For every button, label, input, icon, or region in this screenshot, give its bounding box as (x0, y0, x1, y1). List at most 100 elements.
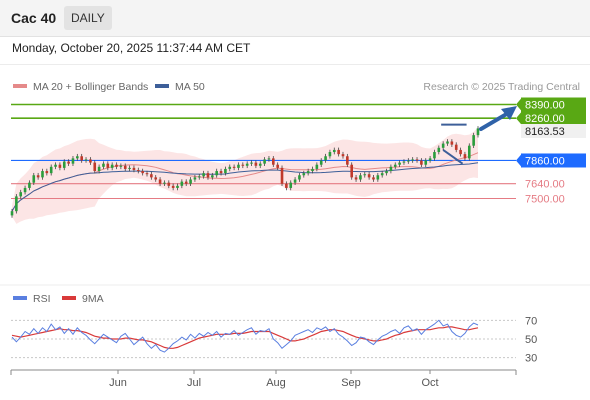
rsi9-legend-label: 9MA (82, 293, 104, 305)
candle-body-43 (197, 176, 201, 178)
ma20-legend-label: MA 20 + Bollinger Bands (33, 81, 148, 93)
candle-body-48 (219, 171, 223, 174)
candle-body-8 (45, 171, 49, 174)
level-tag-pointer-0 (516, 97, 522, 112)
candle-body-61 (276, 164, 279, 168)
candle-body-89 (398, 162, 401, 165)
candle-body-92 (411, 159, 414, 161)
candle-body-1 (15, 196, 18, 212)
candle-body-26 (123, 165, 127, 169)
candle-body-52 (237, 164, 240, 168)
candle-body-37 (171, 185, 175, 188)
instrument-title: Cac 40 (11, 10, 57, 26)
candle-body-46 (211, 175, 214, 178)
candle-body-90 (402, 161, 406, 163)
candle-body-15 (76, 156, 79, 159)
candle-body-32 (150, 174, 153, 178)
candle-body-34 (158, 179, 162, 184)
candle-body-80 (359, 175, 362, 180)
candle-body-97 (433, 152, 436, 159)
candle-body-82 (367, 174, 371, 178)
candle-body-7 (41, 171, 44, 178)
candle-body-28 (132, 167, 136, 170)
candle-body-41 (189, 179, 192, 184)
level-label-0: 8390.00 (525, 100, 565, 112)
x-axis-label-4: Oct (421, 377, 438, 389)
candle-body-69 (311, 168, 314, 172)
candle-body-55 (250, 162, 253, 164)
candle-body-84 (376, 175, 380, 180)
rsi-ma-line (11, 326, 479, 349)
candle-body-91 (407, 160, 410, 162)
candle-body-47 (215, 171, 218, 176)
rsi-tick-label-1: 50 (525, 334, 537, 346)
trend-annotations (441, 106, 517, 165)
candle-body-51 (232, 166, 236, 168)
candle-body-83 (372, 177, 375, 180)
candle-body-16 (80, 156, 83, 161)
ma50-legend-swatch (155, 84, 169, 88)
ma50-line (11, 162, 479, 212)
candle-body-24 (115, 164, 118, 167)
candle-body-36 (167, 182, 171, 186)
divider (0, 64, 590, 65)
candle-body-79 (354, 177, 358, 180)
candle-body-29 (136, 169, 140, 172)
candle-body-19 (93, 162, 97, 172)
candle-body-54 (245, 163, 249, 166)
level-label-2: 8163.53 (525, 126, 565, 138)
candle-body-30 (141, 171, 144, 174)
candle-body-31 (145, 173, 149, 175)
candle-body-18 (89, 159, 92, 163)
level-tag-pointer-1 (516, 111, 522, 126)
candle-body-2 (19, 192, 23, 197)
x-axis-months: Jun Jul Aug Sep Oct (109, 370, 439, 389)
candle-body-101 (450, 141, 454, 145)
candle-body-50 (228, 166, 232, 169)
candle-body-33 (154, 177, 158, 180)
candle-body-72 (324, 156, 327, 161)
rsi-tick-label-2: 70 (525, 315, 537, 327)
x-axis-label-2: Aug (266, 377, 286, 389)
x-axis-label-0: Jun (109, 377, 127, 389)
candle-body-35 (163, 182, 166, 184)
candle-body-71 (319, 160, 323, 165)
rsi-panel: 30 50 70 (11, 315, 537, 365)
x-axis-label-1: Jul (187, 377, 201, 389)
level-label-4: 7640.00 (525, 179, 565, 191)
rsi-tick-label-0: 30 (525, 353, 537, 365)
period-selector[interactable]: DAILY (64, 6, 112, 30)
candle-body-62 (280, 167, 284, 184)
candle-body-81 (363, 174, 367, 176)
candle-body-102 (454, 144, 458, 150)
candle-body-27 (128, 167, 131, 169)
candle-body-22 (106, 163, 110, 168)
research-credit: Research © 2025 Trading Central (423, 81, 580, 93)
ma50-legend-label: MA 50 (175, 81, 205, 93)
candle-body-68 (306, 171, 310, 174)
candle-body-4 (28, 182, 31, 188)
rsi-legend-swatch (13, 296, 27, 300)
candle-body-77 (346, 156, 349, 165)
candle-body-87 (389, 166, 393, 172)
candle-body-23 (110, 164, 114, 168)
level-tag-0 (521, 97, 586, 112)
candle-body-107 (476, 128, 480, 136)
candle-body-21 (102, 163, 105, 167)
trend-line-bottom (442, 149, 464, 165)
candle-body-17 (84, 159, 88, 161)
level-tag-2 (521, 124, 586, 138)
candle-body-105 (467, 145, 471, 159)
candle-body-95 (424, 160, 428, 165)
candle-body-67 (302, 173, 306, 176)
candle-body-3 (23, 187, 27, 193)
candle-body-40 (184, 181, 188, 184)
candle-body-10 (54, 164, 57, 167)
candle-body-93 (415, 159, 419, 161)
candle-body-64 (289, 182, 293, 188)
level-tag-pointer-3 (516, 153, 522, 168)
candle-body-75 (337, 149, 340, 155)
candle-body-12 (62, 161, 66, 168)
moving-averages (11, 152, 479, 212)
